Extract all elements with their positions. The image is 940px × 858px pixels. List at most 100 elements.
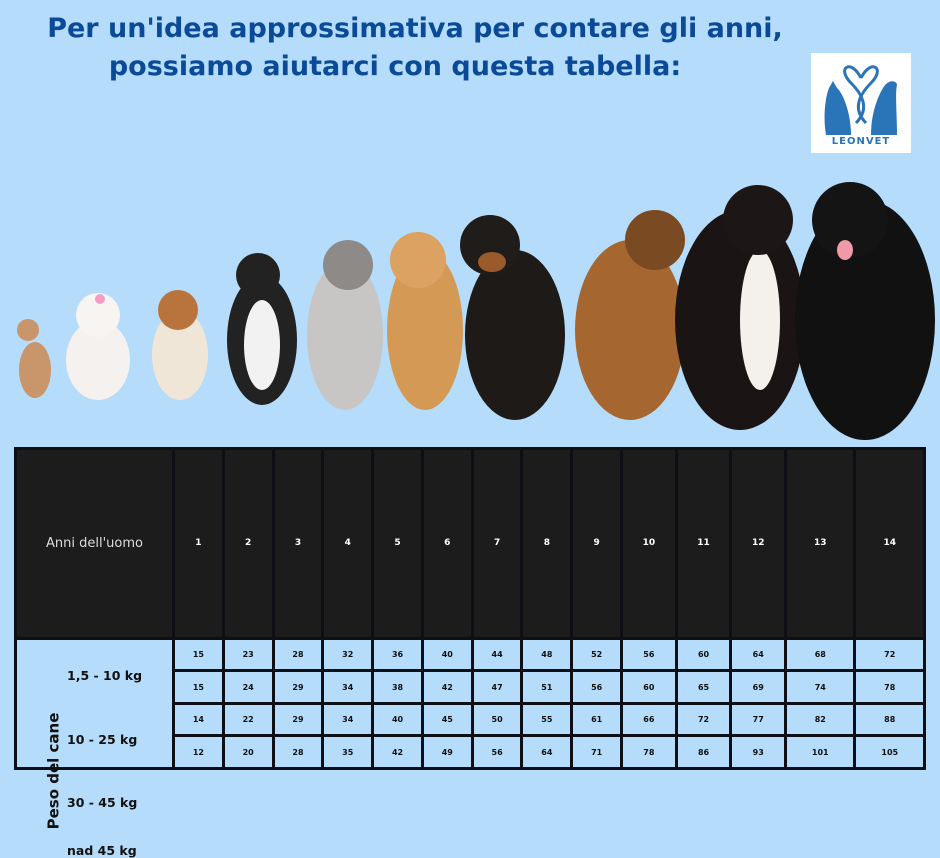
age-cell: 101 bbox=[784, 734, 857, 770]
chihuahua-icon bbox=[17, 319, 51, 398]
golden-retriever-icon bbox=[387, 232, 463, 410]
age-cell: 78 bbox=[620, 734, 678, 770]
age-cell: 60 bbox=[674, 636, 733, 673]
header-label: Anni dell'uomo bbox=[14, 447, 175, 640]
table-row: 12 20 28 35 42 49 56 64 71 78 86 93 101 105 bbox=[16, 734, 926, 770]
age-cell: 55 bbox=[520, 701, 574, 738]
maltese-icon bbox=[66, 293, 130, 400]
weight-label: 10 - 25 kg bbox=[67, 731, 138, 747]
year-header: 12 bbox=[729, 447, 788, 640]
age-cell: 51 bbox=[520, 669, 574, 705]
border-collie-icon bbox=[227, 253, 297, 405]
weight-label: nad 45 kg bbox=[67, 842, 137, 858]
weight-label: 30 - 45 kg bbox=[67, 794, 138, 810]
age-cell: 40 bbox=[420, 636, 474, 673]
age-cell: 56 bbox=[470, 734, 524, 770]
year-header: 7 bbox=[470, 447, 524, 640]
age-cell: 52 bbox=[570, 636, 624, 673]
age-cell: 88 bbox=[853, 701, 926, 738]
age-cell: 12 bbox=[172, 734, 225, 770]
logo-text: LEONVET bbox=[831, 136, 891, 147]
age-cell: 82 bbox=[784, 701, 857, 738]
age-cell: 65 bbox=[674, 669, 733, 705]
age-cell: 74 bbox=[784, 669, 857, 705]
age-cell: 66 bbox=[620, 701, 678, 738]
year-header: 11 bbox=[674, 447, 733, 640]
bernese-icon bbox=[675, 185, 805, 430]
year-header: 3 bbox=[271, 447, 325, 640]
age-cell: 36 bbox=[371, 636, 424, 673]
year-header: 2 bbox=[221, 447, 275, 640]
age-cell: 60 bbox=[620, 669, 678, 705]
age-cell: 44 bbox=[470, 636, 524, 673]
age-cell: 86 bbox=[674, 734, 733, 770]
leonvet-logo: LEONVET bbox=[811, 53, 911, 153]
age-cell: 47 bbox=[470, 669, 524, 705]
husky-icon bbox=[307, 240, 383, 410]
weight-label: 1,5 - 10 kg bbox=[67, 667, 143, 683]
age-cell: 38 bbox=[371, 669, 424, 705]
age-cell: 22 bbox=[221, 701, 275, 738]
weight-labels: 1,5 - 10 kg 10 - 25 kg 30 - 45 kg nad 45 kg… bbox=[14, 638, 174, 858]
age-cell: 40 bbox=[371, 701, 424, 738]
age-cell: 23 bbox=[221, 636, 275, 673]
age-cell: 34 bbox=[321, 701, 375, 738]
age-cell: 42 bbox=[371, 734, 424, 770]
age-cell: 28 bbox=[271, 636, 325, 673]
age-cell: 78 bbox=[853, 669, 926, 705]
age-cell: 49 bbox=[420, 734, 474, 770]
year-header: 9 bbox=[570, 447, 624, 640]
age-cell: 29 bbox=[271, 701, 325, 738]
age-cell: 20 bbox=[221, 734, 275, 770]
age-cell: 64 bbox=[520, 734, 574, 770]
german-shepherd-icon bbox=[575, 210, 685, 420]
age-cell: 69 bbox=[729, 669, 788, 705]
age-cell: 29 bbox=[271, 669, 325, 705]
age-cell: 105 bbox=[853, 734, 926, 770]
table-header-row: Anni dell'uomo 1 2 3 4 5 6 7 8 9 10 11 1… bbox=[14, 447, 926, 640]
rottweiler-icon bbox=[460, 215, 565, 420]
newfoundland-icon bbox=[795, 182, 935, 440]
title-line-1: Per un'idea approssimativa per contare g… bbox=[47, 13, 783, 44]
age-cell: 45 bbox=[420, 701, 474, 738]
age-cell: 50 bbox=[470, 701, 524, 738]
year-header: 8 bbox=[520, 447, 574, 640]
cat-dog-stethoscope-icon bbox=[824, 65, 897, 135]
age-cell: 32 bbox=[321, 636, 375, 673]
year-header: 10 bbox=[620, 447, 678, 640]
age-cell: 56 bbox=[620, 636, 678, 673]
age-cell: 64 bbox=[729, 636, 788, 673]
year-header: 4 bbox=[321, 447, 375, 640]
age-cell: 77 bbox=[729, 701, 788, 738]
year-header: 1 bbox=[172, 447, 225, 640]
age-cell: 72 bbox=[853, 636, 926, 673]
age-cell: 24 bbox=[221, 669, 275, 705]
age-cell: 72 bbox=[674, 701, 733, 738]
row-axis-label: Peso del cane bbox=[44, 712, 63, 830]
age-cell: 56 bbox=[570, 669, 624, 705]
year-header: 13 bbox=[784, 447, 857, 640]
age-cell: 42 bbox=[420, 669, 474, 705]
age-cell: 93 bbox=[729, 734, 788, 770]
title-line-2: possiamo aiutarci con questa tabella: bbox=[108, 51, 682, 82]
table-row: 1,5 - 10 kg 10 - 25 kg 30 - 45 kg nad 45 kg… bbox=[14, 636, 926, 858]
year-header: 5 bbox=[371, 447, 424, 640]
year-header: 6 bbox=[420, 447, 474, 640]
age-cell: 28 bbox=[271, 734, 325, 770]
age-cell: 68 bbox=[784, 636, 857, 673]
age-cell: 61 bbox=[570, 701, 624, 738]
age-cell: 35 bbox=[321, 734, 375, 770]
page-title: Per un'idea approssimativa per contare g… bbox=[0, 10, 830, 86]
age-cell: 48 bbox=[520, 636, 574, 673]
beagle-icon bbox=[152, 290, 208, 400]
table-row: 14 22 29 34 40 45 50 55 61 66 72 77 82 88 bbox=[16, 701, 926, 738]
year-header: 14 bbox=[853, 447, 926, 640]
age-cell: 71 bbox=[570, 734, 624, 770]
age-cell: 34 bbox=[321, 669, 375, 705]
age-cell: 14 bbox=[172, 701, 225, 738]
age-cell: 15 bbox=[172, 669, 225, 705]
age-cell: 15 bbox=[172, 636, 225, 673]
table-row: 15 24 29 34 38 42 47 51 56 60 65 69 74 78 bbox=[16, 669, 926, 705]
dog-age-table: Anni dell'uomo 1 2 3 4 5 6 7 8 9 10 11 1… bbox=[14, 447, 926, 858]
dogs-illustration bbox=[17, 182, 935, 440]
